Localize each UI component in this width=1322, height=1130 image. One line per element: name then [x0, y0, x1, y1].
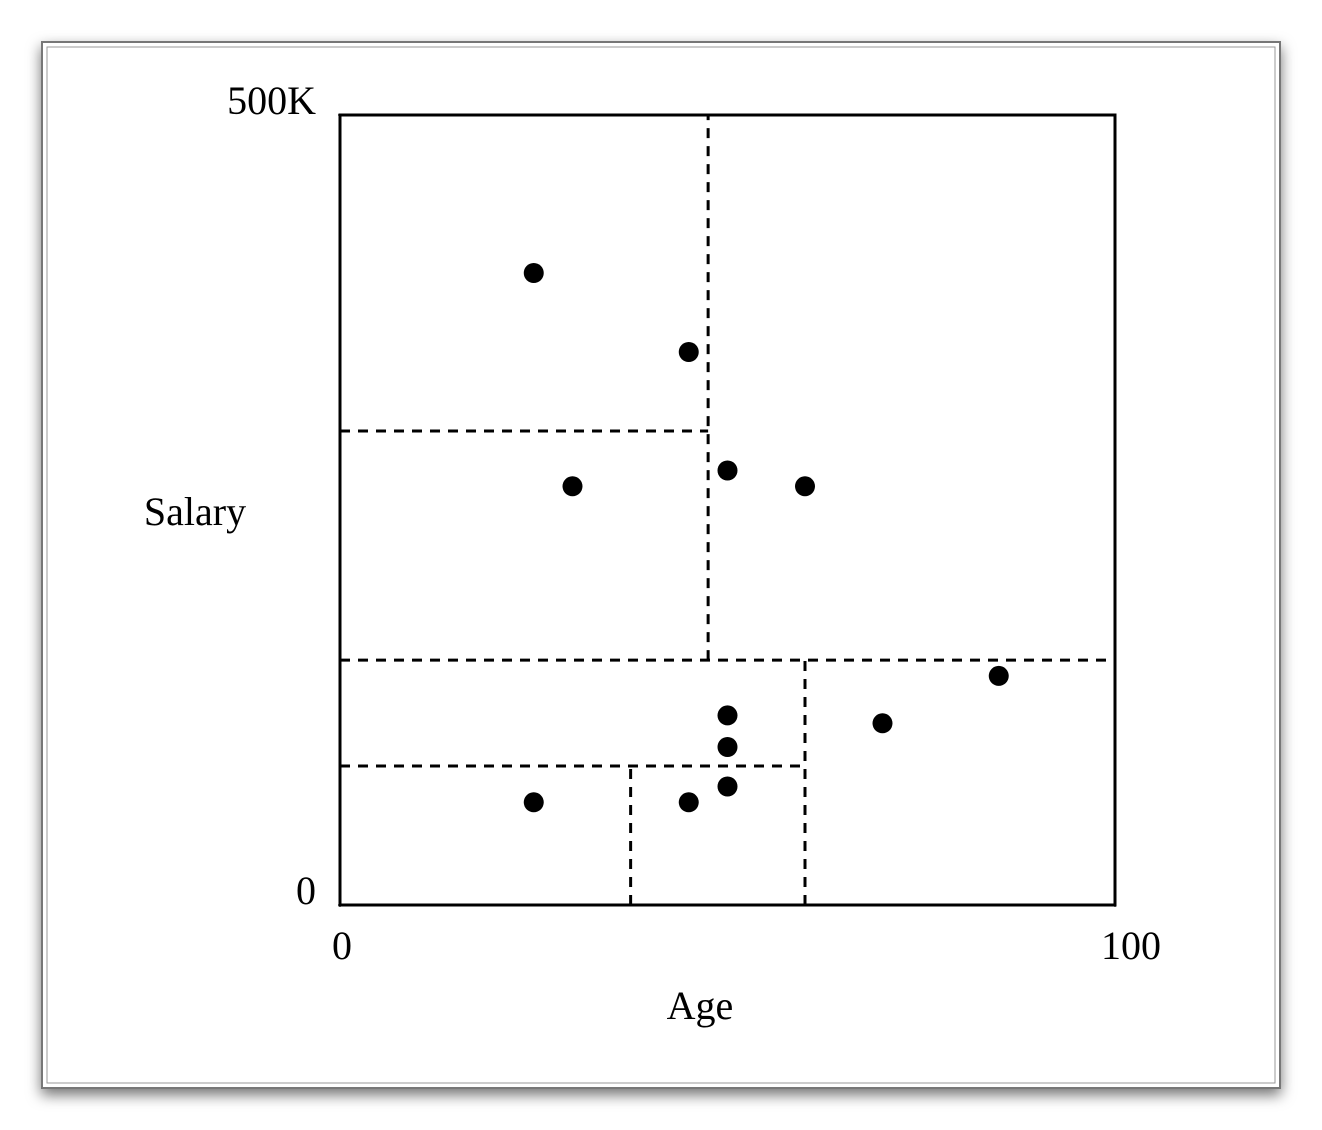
y-tick-label: 500K	[227, 78, 316, 123]
data-point	[717, 776, 738, 797]
data-point	[717, 737, 738, 757]
data-point	[717, 460, 738, 481]
frame-inner	[46, 46, 1276, 1084]
data-point	[872, 713, 893, 734]
data-point	[717, 705, 738, 726]
data-point	[678, 342, 699, 362]
data-point	[562, 476, 583, 497]
data-point	[795, 476, 815, 497]
x-axis-label: Age	[667, 983, 734, 1028]
y-tick-label: 0	[296, 868, 316, 913]
plot-area	[338, 113, 1117, 907]
data-point	[988, 665, 1009, 686]
data-point	[523, 792, 544, 813]
frame	[41, 41, 1281, 1089]
x-tick-label: 100	[1101, 923, 1161, 968]
data-point	[678, 792, 699, 813]
data-point	[523, 263, 544, 283]
x-tick-label: 0	[332, 923, 352, 968]
y-axis-label: Salary	[144, 489, 246, 534]
